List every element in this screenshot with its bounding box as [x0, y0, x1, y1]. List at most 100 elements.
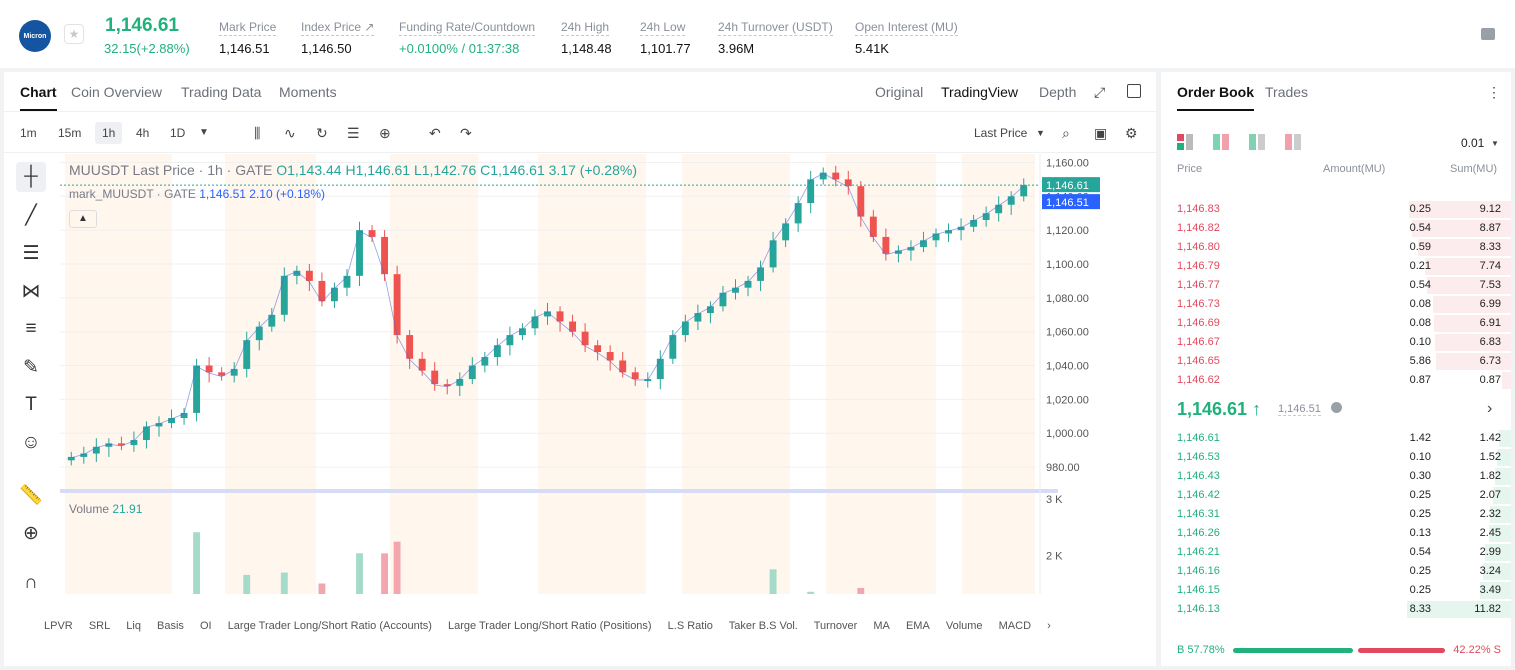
indicators-icon[interactable]: ∿	[284, 125, 296, 141]
indicator-macd[interactable]: MACD	[998, 620, 1032, 632]
camera-icon[interactable]: ▣	[1094, 125, 1108, 141]
bid-row[interactable]: 1,146.21 0.54 2.99	[1161, 543, 1511, 562]
redo-icon[interactable]: ↷	[460, 125, 472, 141]
indicator-ema[interactable]: EMA	[905, 620, 930, 632]
brush-icon[interactable]: ✎	[23, 356, 39, 378]
row-sum: 6.91	[1479, 317, 1501, 329]
ask-row[interactable]: 1,146.65 5.86 6.73	[1161, 352, 1511, 371]
settings-gear-icon[interactable]: ⚙	[1125, 125, 1138, 141]
refresh-icon[interactable]: ↻	[316, 125, 328, 141]
ask-row[interactable]: 1,146.67 0.10 6.83	[1161, 333, 1511, 352]
timeframe-1h[interactable]: 1h	[95, 122, 123, 144]
bid-row[interactable]: 1,146.43 0.30 1.82	[1161, 467, 1511, 486]
view-tradingview[interactable]: TradingView	[941, 84, 1019, 100]
pane-separator	[60, 489, 1058, 493]
indicators-next-icon[interactable]: ›	[1047, 620, 1051, 632]
tab-trading-data[interactable]: Trading Data	[181, 84, 262, 100]
timeframe-4h[interactable]: 4h	[136, 126, 150, 140]
ask-row[interactable]: 1,146.79 0.21 7.74	[1161, 257, 1511, 276]
price-type-chevron-icon[interactable]: ▼	[1036, 128, 1045, 138]
bid-row[interactable]: 1,146.15 0.25 3.49	[1161, 581, 1511, 600]
candlestick-chart[interactable]: 1,160.001,140.001,120.001,100.001,080.00…	[60, 154, 1100, 594]
favorite-star-icon[interactable]: ★	[64, 24, 84, 44]
candle-body	[544, 311, 551, 317]
view-depth[interactable]: Depth	[1039, 84, 1077, 100]
view-original[interactable]: Original	[875, 84, 924, 100]
ask-row[interactable]: 1,146.82 0.54 8.87	[1161, 219, 1511, 238]
collapse-legend-icon[interactable]: ▲	[69, 210, 97, 228]
row-sum: 7.74	[1479, 260, 1501, 272]
ruler-icon[interactable]: 📏	[19, 485, 43, 506]
ask-row[interactable]: 1,146.73 0.08 6.99	[1161, 295, 1511, 314]
indicator-lt-positions[interactable]: Large Trader Long/Short Ratio (Positions…	[447, 620, 652, 632]
more-menu-icon[interactable]: ⋮	[1487, 84, 1501, 100]
indicator-srl[interactable]: SRL	[88, 620, 111, 632]
trendline-icon[interactable]: ╱	[25, 204, 37, 226]
candle-body	[869, 216, 877, 237]
expand-icon[interactable]: ⤢	[1094, 84, 1106, 100]
zoom-in-icon[interactable]: ⊕	[23, 522, 39, 544]
bid-row[interactable]: 1,146.26 0.13 2.45	[1161, 524, 1511, 543]
bid-row[interactable]: 1,146.31 0.25 2.32	[1161, 505, 1511, 524]
indicator-liq[interactable]: Liq	[126, 620, 141, 632]
indicator-ls-ratio[interactable]: L.S Ratio	[667, 620, 713, 632]
candle-body	[819, 172, 827, 180]
search-icon[interactable]: ⌕	[1062, 125, 1070, 141]
book-icon[interactable]	[1481, 28, 1495, 40]
indicator-oi[interactable]: OI	[200, 620, 212, 632]
horizontal-lines-icon[interactable]: ☰	[22, 242, 40, 264]
candle-body	[168, 418, 175, 424]
undo-icon[interactable]: ↶	[429, 125, 441, 141]
ask-row[interactable]: 1,146.69 0.08 6.91	[1161, 314, 1511, 333]
chevron-right-icon[interactable]: ›	[1487, 400, 1493, 417]
crosshair-icon[interactable]: ┼	[16, 162, 46, 192]
ask-row[interactable]: 1,146.83 0.25 9.12	[1161, 200, 1511, 219]
magnet-icon[interactable]: ∩	[24, 572, 38, 593]
emoji-icon[interactable]: ☺	[21, 432, 41, 453]
bid-row[interactable]: 1,146.16 0.25 3.24	[1161, 562, 1511, 581]
row-price: 1,146.69	[1177, 317, 1220, 329]
candle-type-icon[interactable]: ⫼	[254, 125, 261, 141]
chart-legend-symbol: MUUSDT Last Price · 1h · GATE O1,143.44 …	[69, 162, 637, 178]
indicator-lt-accounts[interactable]: Large Trader Long/Short Ratio (Accounts)	[227, 620, 432, 632]
candle-body	[907, 247, 915, 251]
tab-moments[interactable]: Moments	[279, 84, 337, 100]
indicator-turnover[interactable]: Turnover	[813, 620, 858, 632]
tab-coin-overview[interactable]: Coin Overview	[71, 84, 163, 100]
indicator-taker-vol[interactable]: Taker B.S Vol.	[728, 620, 798, 632]
precision-select[interactable]: 0.01	[1461, 136, 1485, 150]
book-view-icons[interactable]	[1177, 134, 1307, 150]
template-icon[interactable]: ☰	[347, 125, 360, 141]
bid-row[interactable]: 1,146.42 0.25 2.07	[1161, 486, 1511, 505]
indicator-volume[interactable]: Volume	[945, 620, 983, 632]
candle-body	[894, 250, 902, 254]
fib-icon[interactable]: ≡	[25, 318, 37, 339]
timeframe-1d[interactable]: 1D	[170, 126, 186, 140]
bid-row[interactable]: 1,146.53 0.10 1.52	[1161, 448, 1511, 467]
timeframe-15m[interactable]: 15m	[58, 126, 82, 140]
precision-chevron-icon[interactable]: ▼	[1491, 139, 1499, 148]
ask-row[interactable]: 1,146.77 0.54 7.53	[1161, 276, 1511, 295]
row-amount: 0.87	[1409, 374, 1431, 386]
indicator-lpvr[interactable]: LPVR	[44, 620, 73, 632]
row-sum: 1.52	[1479, 451, 1501, 463]
timeframe-dropdown-icon[interactable]: ▼	[199, 127, 209, 138]
candle-body	[932, 233, 940, 241]
ask-row[interactable]: 1,146.62 0.87 0.87	[1161, 371, 1511, 390]
add-alert-icon[interactable]: ⊕	[379, 125, 391, 141]
volume-bar	[381, 553, 389, 594]
price-type-select[interactable]: Last Price	[974, 126, 1028, 140]
window-icon[interactable]	[1127, 84, 1141, 98]
tab-chart[interactable]: Chart	[20, 84, 57, 111]
tab-trades[interactable]: Trades	[1265, 84, 1309, 100]
tab-order-book[interactable]: Order Book	[1177, 84, 1255, 111]
pattern-icon[interactable]: ⋈	[21, 280, 41, 302]
indicator-basis[interactable]: Basis	[157, 620, 184, 632]
text-tool-icon[interactable]: T	[25, 394, 37, 415]
bid-row[interactable]: 1,146.13 8.33 11.82	[1161, 600, 1511, 619]
timeframe-1m[interactable]: 1m	[20, 126, 37, 140]
indicator-ma[interactable]: MA	[873, 620, 890, 632]
bid-row[interactable]: 1,146.61 1.42 1.42	[1161, 429, 1511, 448]
row-amount: 0.21	[1409, 260, 1431, 272]
ask-row[interactable]: 1,146.80 0.59 8.33	[1161, 238, 1511, 257]
